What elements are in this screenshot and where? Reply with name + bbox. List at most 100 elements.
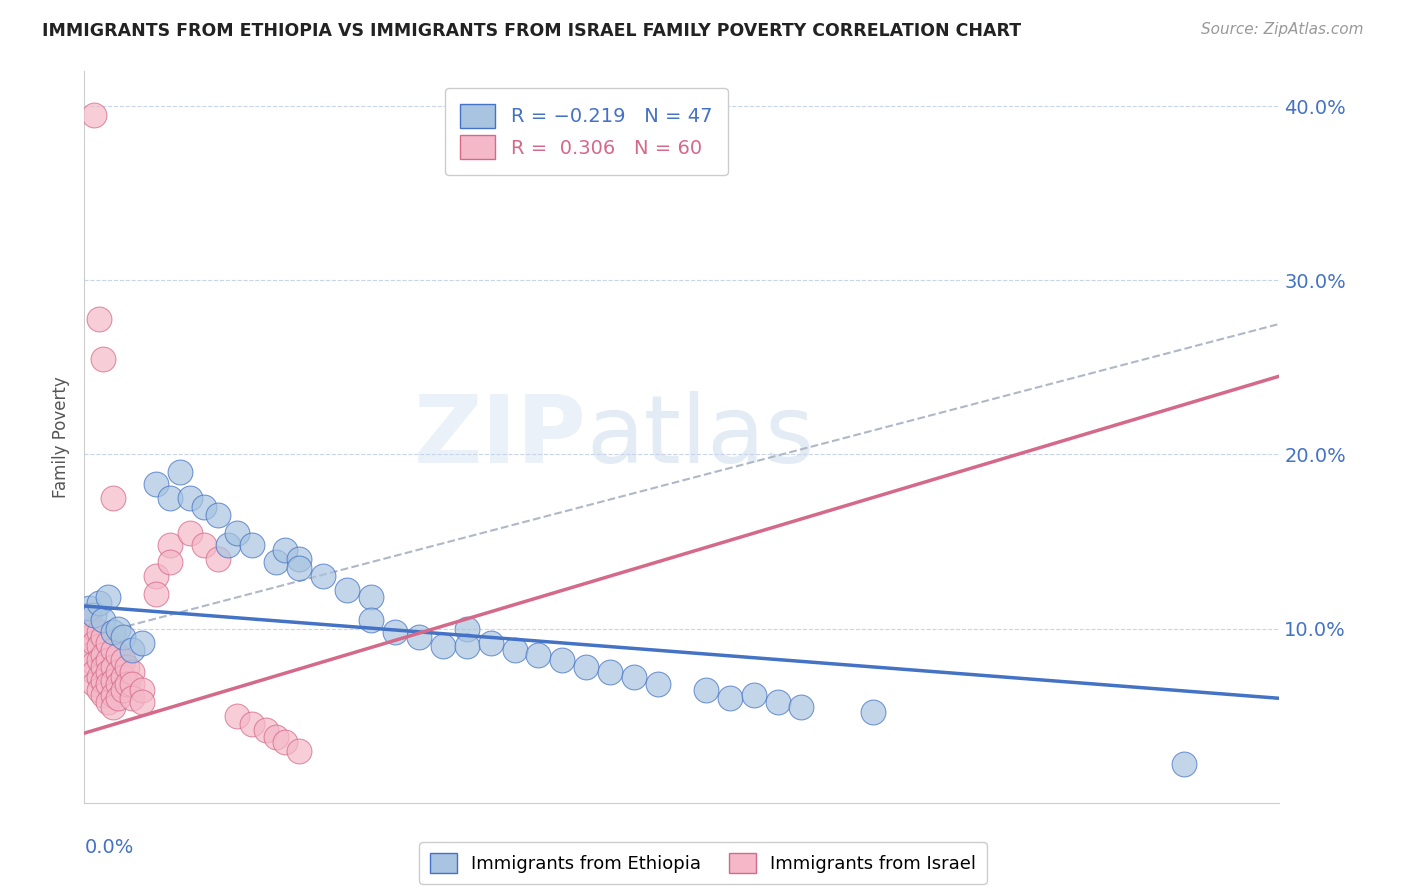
Point [117, 660, 139, 674]
Point [101, 688, 124, 702]
Text: Source: ZipAtlas.com: Source: ZipAtlas.com [1201, 22, 1364, 37]
Point [456, 622, 478, 636]
Point [97, 653, 120, 667]
Point [718, 691, 741, 706]
Point [647, 677, 669, 691]
Point [254, 723, 277, 737]
Point [77, 600, 100, 615]
Point [312, 569, 335, 583]
Point [131, 682, 153, 697]
Point [408, 631, 430, 645]
Point [503, 642, 526, 657]
Point [240, 717, 263, 731]
Point [97, 665, 120, 680]
Point [742, 688, 765, 702]
Point [169, 465, 191, 479]
Point [264, 556, 287, 570]
Point [87, 639, 110, 653]
Point [87, 653, 110, 667]
Point [479, 635, 502, 649]
Point [83, 108, 105, 122]
Point [93, 648, 115, 662]
Point [695, 682, 717, 697]
Point [101, 660, 124, 674]
Point [83, 622, 105, 636]
Point [179, 491, 201, 505]
Point [87, 311, 110, 326]
Point [93, 688, 115, 702]
Point [93, 673, 115, 688]
Point [288, 743, 311, 757]
Point [121, 677, 143, 691]
Point [790, 700, 813, 714]
Point [131, 695, 153, 709]
Point [97, 695, 120, 709]
Point [87, 595, 110, 609]
Point [432, 639, 454, 653]
Point [145, 569, 167, 583]
Point [111, 670, 134, 684]
Point [288, 560, 311, 574]
Point [77, 631, 100, 645]
Point [111, 653, 134, 667]
Point [240, 538, 263, 552]
Point [93, 351, 115, 366]
Point [93, 613, 115, 627]
Text: atlas: atlas [586, 391, 814, 483]
Point [101, 491, 124, 505]
Text: 0.0%: 0.0% [84, 838, 134, 857]
Point [107, 691, 129, 706]
Point [97, 635, 120, 649]
Point [97, 677, 120, 691]
Point [288, 552, 311, 566]
Point [107, 648, 129, 662]
Point [766, 695, 789, 709]
Point [159, 538, 181, 552]
Text: IMMIGRANTS FROM ETHIOPIA VS IMMIGRANTS FROM ISRAEL FAMILY POVERTY CORRELATION CH: IMMIGRANTS FROM ETHIOPIA VS IMMIGRANTS F… [42, 22, 1021, 40]
Point [77, 607, 100, 622]
Point [456, 639, 478, 653]
Point [107, 665, 129, 680]
Point [599, 665, 621, 680]
Point [83, 635, 105, 649]
Point [217, 538, 239, 552]
Point [117, 677, 139, 691]
Point [226, 708, 249, 723]
Point [159, 556, 181, 570]
Point [207, 552, 229, 566]
Point [274, 735, 297, 749]
Point [179, 525, 201, 540]
Point [107, 622, 129, 636]
Point [575, 660, 598, 674]
Point [145, 477, 167, 491]
Point [83, 665, 105, 680]
Legend: Immigrants from Ethiopia, Immigrants from Israel: Immigrants from Ethiopia, Immigrants fro… [419, 842, 987, 884]
Point [193, 500, 215, 514]
Point [121, 665, 143, 680]
Point [1173, 757, 1195, 772]
Point [101, 625, 124, 640]
Point [131, 635, 153, 649]
Point [101, 673, 124, 688]
Point [87, 625, 110, 640]
Point [83, 677, 105, 691]
Point [623, 670, 645, 684]
Point [87, 670, 110, 684]
Point [93, 631, 115, 645]
Legend: R = −0.219   N = 47, R =  0.306   N = 60: R = −0.219 N = 47, R = 0.306 N = 60 [444, 88, 728, 175]
Point [121, 642, 143, 657]
Point [107, 677, 129, 691]
Point [93, 660, 115, 674]
Point [336, 583, 359, 598]
Point [101, 700, 124, 714]
Point [360, 613, 382, 627]
Point [551, 653, 574, 667]
Point [159, 491, 181, 505]
Point [111, 631, 134, 645]
Point [111, 682, 134, 697]
Point [101, 642, 124, 657]
Point [862, 705, 884, 719]
Point [274, 543, 297, 558]
Text: ZIP: ZIP [413, 391, 586, 483]
Point [264, 730, 287, 744]
